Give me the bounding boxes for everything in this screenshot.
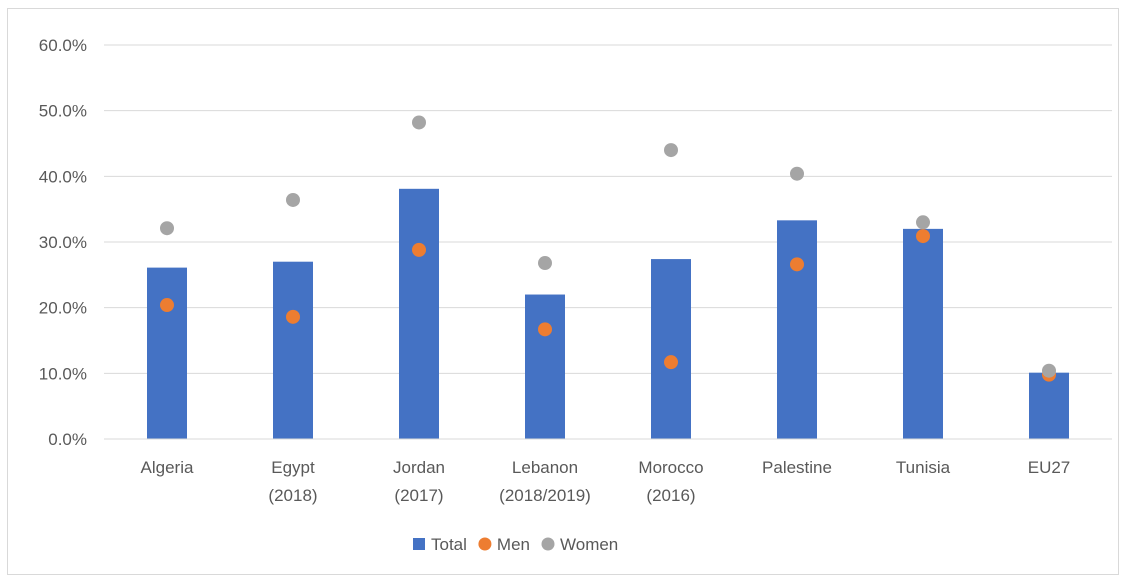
y-axis-ticks: 0.0% 10.0% 20.0% 30.0% 40.0% 50.0% 60.0% — [39, 36, 87, 449]
marker-women-lebanon — [538, 256, 552, 271]
y-tick-label: 20.0% — [39, 299, 87, 318]
marker-men-egypt — [286, 309, 300, 324]
legend-label-total: Total — [431, 535, 467, 554]
chart-svg: 0.0% 10.0% 20.0% 30.0% 40.0% 50.0% 60.0% Alger… — [39, 36, 1112, 554]
x-category-label-eu27: EU27 — [1028, 458, 1071, 477]
bar-total-lebanon — [525, 294, 565, 439]
marker-men-lebanon — [538, 322, 552, 337]
bar-total-algeria — [147, 267, 187, 439]
x-category-line: Egypt — [271, 458, 315, 477]
marker-women-algeria — [160, 221, 174, 236]
x-category-label-morocco: Morocco (2016) — [638, 458, 703, 505]
x-category-label-palestine: Palestine — [762, 458, 832, 477]
x-category-line: (2017) — [394, 486, 443, 505]
marker-series — [160, 115, 1056, 382]
y-tick-label: 0.0% — [48, 430, 87, 449]
marker-women-morocco — [664, 143, 678, 158]
marker-women-jordan — [412, 115, 426, 130]
bar-total-jordan — [399, 188, 439, 439]
x-category-label-tunisia: Tunisia — [896, 458, 951, 477]
marker-women-eu27 — [1042, 363, 1056, 378]
x-category-line: Lebanon — [512, 458, 578, 477]
legend: Total Men Women — [413, 535, 618, 554]
marker-men-morocco — [664, 355, 678, 370]
legend-label-women: Women — [560, 535, 618, 554]
marker-women-palestine — [790, 166, 804, 181]
x-category-line: Jordan — [393, 458, 445, 477]
y-tick-label: 10.0% — [39, 364, 87, 383]
marker-men-tunisia — [916, 229, 930, 244]
legend-swatch-women — [541, 537, 555, 551]
bar-total-eu27 — [1029, 372, 1069, 439]
x-category-line: Algeria — [141, 458, 194, 477]
x-category-line: (2018/2019) — [499, 486, 591, 505]
marker-men-algeria — [160, 298, 174, 313]
x-category-line: (2018) — [268, 486, 317, 505]
gridlines — [104, 44, 1112, 440]
legend-swatch-men — [478, 537, 492, 551]
x-category-line: (2016) — [646, 486, 695, 505]
bar-total-palestine — [777, 220, 817, 439]
bar-total-tunisia — [903, 228, 943, 439]
y-tick-label: 30.0% — [39, 233, 87, 252]
y-tick-label: 40.0% — [39, 167, 87, 186]
bar-total-morocco — [651, 259, 691, 439]
bar-total-egypt — [273, 261, 313, 439]
x-axis-categories: Algeria Egypt (2018) Jordan (2017) Lebanon (20… — [141, 458, 1071, 505]
x-category-line: Tunisia — [896, 458, 951, 477]
y-tick-label: 50.0% — [39, 102, 87, 121]
legend-label-men: Men — [497, 535, 530, 554]
marker-women-tunisia — [916, 215, 930, 230]
x-category-line: Morocco — [638, 458, 703, 477]
bar-series-total — [104, 188, 1112, 440]
x-category-line: EU27 — [1028, 458, 1071, 477]
marker-men-jordan — [412, 242, 426, 257]
legend-swatch-total — [413, 538, 425, 550]
chart-frame: 0.0% 10.0% 20.0% 30.0% 40.0% 50.0% 60.0% Alger… — [7, 8, 1119, 575]
x-category-label-algeria: Algeria — [141, 458, 194, 477]
marker-women-egypt — [286, 192, 300, 207]
x-category-label-egypt: Egypt (2018) — [268, 458, 317, 505]
x-category-label-jordan: Jordan (2017) — [393, 458, 445, 505]
x-category-line: Palestine — [762, 458, 832, 477]
x-category-label-lebanon: Lebanon (2018/2019) — [499, 458, 591, 505]
marker-men-palestine — [790, 257, 804, 272]
y-tick-label: 60.0% — [39, 36, 87, 55]
